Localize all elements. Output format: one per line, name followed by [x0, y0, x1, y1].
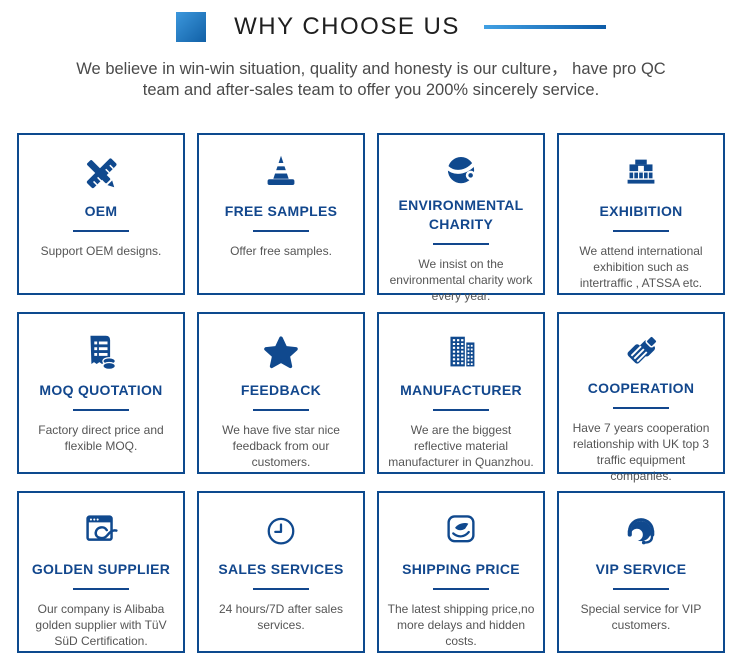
card-title: MANUFACTURER: [400, 382, 522, 398]
headset-support-icon: [619, 508, 663, 556]
title-divider: [613, 407, 669, 409]
feature-card-sales-services: SALES SERVICES 24 hours/7D after sales s…: [197, 491, 365, 653]
feature-card-feedback: FEEDBACK We have five star nice feedback…: [197, 312, 365, 474]
card-description: Special service for VIP customers.: [580, 602, 702, 632]
title-divider: [253, 588, 309, 590]
card-description: We attend international exhibition such …: [579, 244, 703, 290]
card-title: FEEDBACK: [240, 382, 322, 398]
card-title: SHIPPING PRICE: [402, 561, 520, 577]
card-title: SALES SERVICES: [218, 561, 344, 577]
card-title: VIP SERVICE: [595, 561, 687, 577]
card-description: The latest shipping price,no more delays…: [387, 602, 535, 648]
feature-card-free-samples: FREE SAMPLES Offer free samples.: [197, 133, 365, 295]
title-divider: [433, 588, 489, 590]
card-description: 24 hours/7D after sales services.: [218, 602, 344, 632]
title-divider: [73, 409, 129, 411]
header-accent-square: [176, 12, 207, 42]
card-description: Our company is Alibaba golden supplier w…: [35, 602, 167, 648]
section-header: WHY CHOOSE US: [0, 12, 742, 42]
exhibition-building-icon: [618, 150, 664, 198]
feature-card-grid: OEM Support OEM designs. FREE SAMPLES Of…: [17, 133, 742, 653]
section-title: WHY CHOOSE US: [234, 13, 460, 40]
card-title: GOLDEN SUPPLIER: [31, 561, 171, 577]
subtitle-line-1: We believe in win-win situation, quality…: [76, 60, 666, 78]
title-divider: [73, 230, 129, 232]
subtitle-line-2: team and after-sales team to offer you 2…: [142, 81, 600, 99]
title-divider: [433, 409, 489, 411]
section-subtitle: We believe in win-win situation, quality…: [0, 59, 742, 101]
clock-icon: [260, 508, 302, 556]
feature-card-shipping-price: SHIPPING PRICE The latest shipping price…: [377, 491, 545, 653]
feature-card-vip-service: VIP SERVICE Special service for VIP cust…: [557, 491, 725, 653]
feature-card-oem: OEM Support OEM designs.: [17, 133, 185, 295]
traffic-cone-icon: [258, 150, 304, 198]
shipping-plane-icon: [439, 508, 483, 556]
header-accent-line: [483, 25, 606, 29]
title-divider: [253, 230, 309, 232]
card-title: COOPERATION: [587, 380, 695, 396]
title-divider: [433, 243, 489, 245]
card-description: We insist on the environmental charity w…: [389, 257, 533, 303]
title-divider: [613, 588, 669, 590]
feature-card-moq-quotation: MOQ QUOTATION Factory direct price and f…: [17, 312, 185, 474]
card-title: OEM: [84, 203, 118, 219]
feature-card-exhibition: EXHIBITION We attend international exhib…: [557, 133, 725, 295]
feature-card-manufacturer: MANUFACTURER We are the biggest reflecti…: [377, 312, 545, 474]
star-icon: [259, 329, 303, 377]
card-title: FREE SAMPLES: [224, 203, 338, 219]
card-description: Support OEM designs.: [40, 244, 162, 258]
factory-buildings-icon: [438, 329, 484, 377]
feature-card-golden-supplier: GOLDEN SUPPLIER Our company is Alibaba g…: [17, 491, 185, 653]
card-description: We have five star nice feedback from our…: [222, 423, 340, 469]
card-description: We are the biggest reflective material m…: [388, 423, 534, 469]
feature-card-cooperation: COOPERATION Have 7 years cooperation rel…: [557, 312, 725, 483]
card-title: EXHIBITION: [599, 203, 683, 219]
title-divider: [73, 588, 129, 590]
globe-icon: [440, 150, 482, 192]
card-description: Have 7 years cooperation relationship wi…: [572, 421, 710, 483]
design-tools-icon: [78, 150, 124, 198]
handshake-icon: [618, 329, 664, 375]
quotation-receipt-icon: [78, 329, 124, 377]
card-description: Factory direct price and flexible MOQ.: [38, 423, 164, 453]
title-divider: [613, 230, 669, 232]
alibaba-ecommerce-icon: [78, 508, 124, 556]
title-divider: [253, 409, 309, 411]
card-title: ENVIRONMENTAL CHARITY: [398, 197, 524, 232]
feature-card-environmental-charity: ENVIRONMENTAL CHARITY We insist on the e…: [377, 133, 545, 303]
card-title: MOQ QUOTATION: [39, 382, 163, 398]
card-description: Offer free samples.: [230, 244, 332, 258]
